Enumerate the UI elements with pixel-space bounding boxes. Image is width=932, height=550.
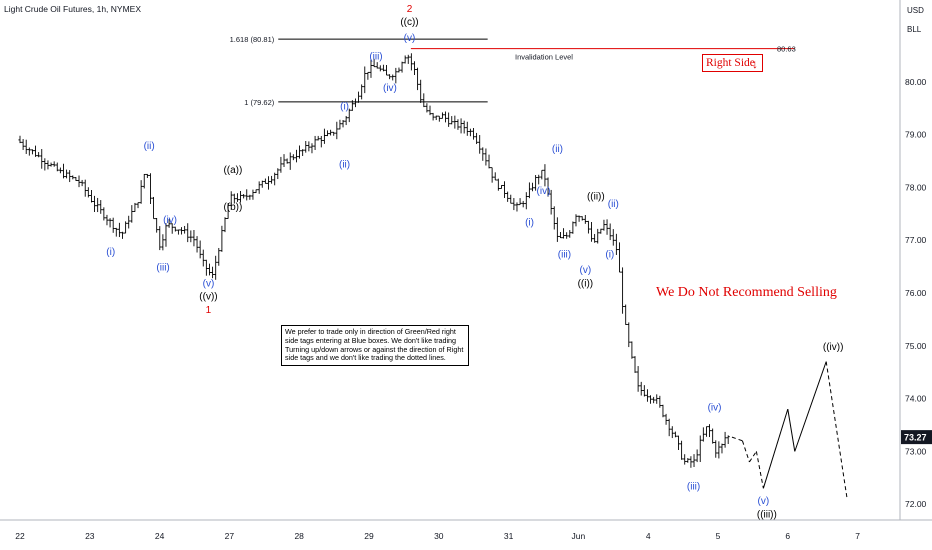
wave-label: (iv) xyxy=(163,215,177,226)
projection-segment xyxy=(755,451,764,489)
wave-label: (iii) xyxy=(687,482,700,493)
x-tick-label: 5 xyxy=(716,531,721,541)
candles xyxy=(18,53,730,468)
currency-label: USD xyxy=(907,6,924,15)
right-side-label: Right Side xyxy=(706,57,755,69)
projection-segment xyxy=(731,436,743,442)
projection-segment xyxy=(748,451,757,463)
wave-label: (i) xyxy=(605,249,614,260)
wave-label: (iv) xyxy=(708,402,722,413)
invalidation-level-label: Invalidation Level xyxy=(515,53,573,62)
wave-label: 1 xyxy=(206,305,212,316)
recommendation-text: We Do Not Recommend Selling xyxy=(656,285,837,300)
arrow-down-icon: ↓ xyxy=(752,57,758,71)
current-price-label: 73.27 xyxy=(904,433,927,443)
note-box: We prefer to trade only in direction of … xyxy=(281,325,469,367)
price-axis: 72.00 73.00 74.00 75.00 76.00 77.00 78.00 79.00… xyxy=(901,77,932,509)
wave-label: (iii) xyxy=(369,51,382,62)
projection-segment xyxy=(741,440,750,463)
wave-label: (iv) xyxy=(537,186,551,197)
wave-label: ((a)) xyxy=(223,165,242,176)
y-tick-label: 80.00 xyxy=(905,77,927,87)
y-tick-label: 76.00 xyxy=(905,288,927,298)
projection-segment xyxy=(794,361,827,452)
invalidation-price-label: 80.63 xyxy=(777,45,796,54)
wave-label: ((i)) xyxy=(578,278,594,289)
y-tick-label: 72.00 xyxy=(905,499,927,509)
x-tick-label: 22 xyxy=(15,531,25,541)
x-tick-label: 7 xyxy=(855,531,860,541)
wave-label: (ii) xyxy=(552,144,563,155)
wave-label: ((c)) xyxy=(400,17,418,28)
wave-label: (v) xyxy=(404,33,416,44)
wave-label: ((ii)) xyxy=(587,191,605,202)
plot-area xyxy=(0,0,932,521)
wave-label: (v) xyxy=(203,278,215,289)
wave-label: ((v)) xyxy=(199,292,217,303)
fib-level-label: 1.618 (80.81) xyxy=(230,35,275,44)
wave-label: (ii) xyxy=(339,160,350,171)
x-tick-label: 24 xyxy=(155,531,165,541)
wave-label: (i) xyxy=(340,102,349,113)
projection-segment xyxy=(787,409,796,452)
time-axis: 22 23 24 27 28 29 30 31 Jun 4 5 6 7 xyxy=(15,531,860,541)
wave-label: (ii) xyxy=(144,141,155,152)
x-tick-label: 31 xyxy=(504,531,514,541)
fib-level-label: 1 (79.62) xyxy=(244,98,275,107)
wave-label: (v) xyxy=(758,496,770,507)
x-tick-label: 27 xyxy=(225,531,235,541)
right-side-tag: Right Side ↓ xyxy=(702,54,763,72)
wave-label: ((iii)) xyxy=(757,510,777,521)
wave-label: (iv) xyxy=(383,83,397,94)
x-tick-label: 29 xyxy=(364,531,374,541)
projection-segment xyxy=(762,408,789,489)
wave-labels: (ii) (i) (iv) (iii) (v) ((v)) 1 ((a)) ((b)) (i) (i… xyxy=(106,4,843,521)
x-tick-label: 23 xyxy=(85,531,95,541)
wave-label: 2 xyxy=(407,4,413,15)
y-tick-label: 77.00 xyxy=(905,235,927,245)
wave-label: (i) xyxy=(106,247,115,258)
projection-path xyxy=(731,361,848,499)
current-price-tag xyxy=(901,430,932,445)
y-tick-label: 78.00 xyxy=(905,182,927,192)
x-tick-label: 28 xyxy=(294,531,304,541)
projection-segment xyxy=(825,361,848,499)
wave-label: (ii) xyxy=(608,199,619,210)
x-tick-label: 6 xyxy=(785,531,790,541)
symbol-title: Light Crude Oil Futures, 1h, NYMEX xyxy=(4,4,142,14)
y-tick-label: 73.00 xyxy=(905,446,927,456)
x-tick-label: 4 xyxy=(646,531,651,541)
wave-label: (v) xyxy=(580,265,592,276)
x-tick-label: Jun xyxy=(572,531,586,541)
y-tick-label: 79.00 xyxy=(905,130,927,140)
wave-label: (i) xyxy=(525,218,534,229)
wave-label: ((b)) xyxy=(223,202,242,213)
y-tick-label: 74.00 xyxy=(905,394,927,404)
reference-lines: 1.618 (80.81) 1 (79.62) 80.63 Invalidation … xyxy=(230,35,796,107)
unit-label: BLL xyxy=(907,25,922,34)
wave-label: (iii) xyxy=(156,263,169,274)
wave-label: ((iv)) xyxy=(823,342,844,353)
wave-label: (iii) xyxy=(558,249,571,260)
y-tick-label: 75.00 xyxy=(905,341,927,351)
x-tick-label: 30 xyxy=(434,531,444,541)
